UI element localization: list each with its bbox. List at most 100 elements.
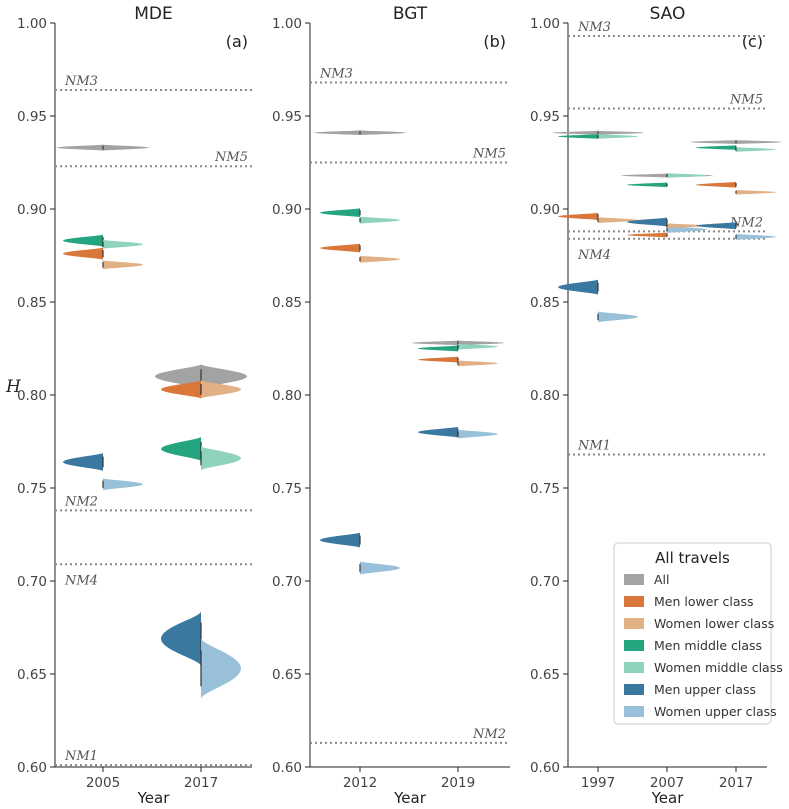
violin-half-left	[418, 426, 458, 438]
violin-1997-men_middle	[558, 134, 599, 139]
violin-half-left	[690, 140, 736, 145]
violin-2007-men_upper	[627, 217, 668, 227]
legend-entry-label: Men lower class	[654, 594, 754, 609]
y-tick-label: 0.60	[530, 760, 560, 776]
violin-2005-women_middle	[102, 239, 143, 249]
violin-2019-women_middle	[457, 343, 498, 350]
y-axis-label: H	[5, 377, 22, 397]
reference-line-label: NM4	[577, 248, 611, 263]
x-axis-label: Year	[651, 789, 685, 807]
y-tick-label: 0.85	[530, 295, 560, 311]
violin-2007-women_middle	[666, 173, 707, 178]
y-tick-label: 0.80	[17, 388, 47, 404]
x-tick-label: 1997	[581, 775, 615, 791]
legend-swatch	[624, 574, 644, 585]
violin-half-left	[155, 364, 201, 389]
violin-half-left	[552, 130, 598, 135]
legend-box	[613, 542, 772, 725]
x-tick-label: 2017	[719, 775, 753, 791]
reference-line-label: NM5	[729, 93, 763, 108]
y-tick-label: 0.70	[17, 574, 47, 590]
x-axis-label: Year	[137, 789, 171, 807]
y-tick-label: 0.65	[530, 667, 560, 683]
y-tick-label: 0.60	[272, 760, 302, 776]
violin-half-left	[558, 134, 598, 139]
legend-entry-label: Women lower class	[654, 616, 774, 631]
violin-half-right	[103, 239, 143, 249]
y-tick-label: 0.70	[530, 574, 560, 590]
violin-2012-women_middle	[359, 216, 400, 224]
violin-half-right	[360, 255, 400, 263]
violin-2007-men_lower	[627, 232, 668, 238]
violin-half-right	[103, 144, 149, 151]
y-tick-label: 0.85	[272, 295, 302, 311]
violin-2019-men_lower	[418, 356, 459, 363]
violin-half-right	[598, 217, 638, 224]
violin-2017-women_upper	[200, 638, 241, 699]
legend-entry-label: Men upper class	[654, 682, 756, 697]
violin-half-left	[627, 217, 667, 227]
violin-half-left	[63, 247, 103, 260]
violin-half-left	[412, 340, 458, 346]
legend-swatch	[624, 596, 644, 607]
violin-2017-men_middle	[161, 437, 202, 461]
violin-half-right	[598, 130, 644, 135]
panel-label: (a)	[226, 32, 248, 51]
legend-swatch	[624, 684, 644, 695]
panel-mde: 0.60 0.65 0.70 0.75 0.80 0.85 0.90 0.95 1.00 2005…	[17, 4, 252, 807]
y-tick-label: 0.80	[272, 388, 302, 404]
legend-swatch	[624, 706, 644, 717]
y-tick-label: 0.80	[530, 388, 560, 404]
violin-half-right	[736, 147, 776, 152]
reference-line-label: NM3	[64, 74, 98, 89]
violin-2017-men_upper	[696, 222, 737, 230]
violin-half-right	[458, 360, 498, 367]
x-tick-label: 2007	[650, 775, 684, 791]
violin-half-right	[360, 130, 406, 136]
reference-line-label: NM4	[64, 573, 98, 588]
violin-half-left	[161, 437, 201, 461]
violin-2017-men_middle	[696, 145, 737, 151]
violin-half-right	[360, 561, 400, 575]
violin-2012-men_upper	[320, 532, 361, 548]
y-tick-label: 0.95	[17, 109, 47, 125]
panel-title: MDE	[134, 4, 173, 24]
legend-entry-label: All	[654, 572, 670, 587]
violin-1997-men_lower	[558, 212, 599, 221]
x-tick-label: 2012	[343, 775, 377, 791]
legend-entry-label: Women middle class	[654, 660, 783, 675]
violin-half-left	[320, 532, 360, 548]
reference-line-label: NM2	[64, 494, 98, 509]
violin-half-left	[696, 145, 736, 151]
legend-swatch	[624, 662, 644, 673]
violin-half-right	[667, 225, 707, 234]
violin-half-left	[621, 173, 667, 178]
violin-2007-women_lower	[666, 223, 707, 229]
violin-2017-all	[690, 140, 782, 145]
y-tick-label: 0.95	[530, 109, 560, 125]
violin-1997-women_upper	[597, 311, 638, 323]
violin-half-left	[627, 182, 667, 188]
reference-line-label: NM3	[577, 20, 611, 35]
violin-2005-women_lower	[102, 260, 143, 270]
violin-2005-men_lower	[63, 247, 104, 260]
y-tick-label: 0.95	[272, 109, 302, 125]
y-tick-label: 1.00	[272, 16, 302, 32]
violin-2019-women_lower	[457, 360, 498, 367]
violin-half-right	[736, 140, 782, 145]
violin-2017-women_upper	[735, 233, 776, 240]
panel-label: (c)	[742, 32, 763, 51]
violin-half-left	[161, 380, 201, 399]
chart-panels: 0.60 0.65 0.70 0.75 0.80 0.85 0.90 0.95 1.00 2005…	[17, 4, 782, 807]
x-tick-label: 2005	[86, 775, 120, 791]
violin-1997-all	[552, 130, 644, 135]
violin-half-left	[320, 243, 360, 253]
violin-2012-all	[314, 130, 406, 136]
violin-2005-women_upper	[102, 478, 143, 491]
violin-2019-men_middle	[418, 345, 459, 352]
violin-2017-women_lower	[200, 380, 241, 399]
reference-line-label: NM5	[472, 147, 506, 162]
violin-2012-women_upper	[359, 561, 400, 575]
violin-1997-women_lower	[597, 217, 638, 224]
